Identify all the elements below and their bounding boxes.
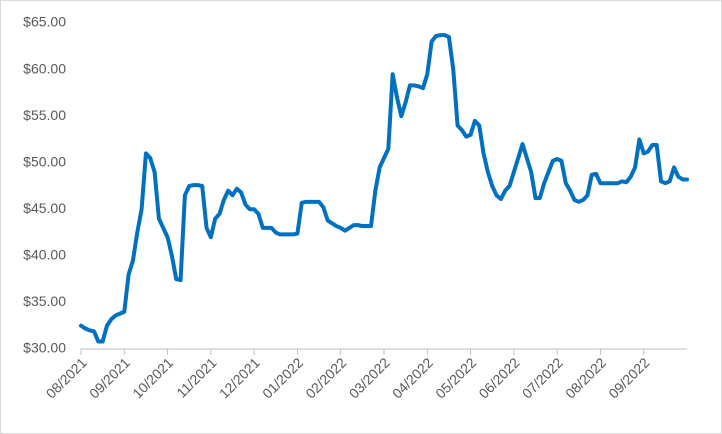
line-series	[79, 33, 689, 344]
y-tick-label: $55.00	[23, 107, 66, 123]
y-tick-label: $30.00	[23, 340, 66, 356]
y-tick-label: $35.00	[23, 293, 66, 309]
y-tick-label: $50.00	[23, 153, 66, 169]
y-tick-label: $65.00	[23, 14, 66, 30]
y-tick-label: $45.00	[23, 200, 66, 216]
y-tick-label: $60.00	[23, 60, 66, 76]
y-tick-label: $40.00	[23, 247, 66, 263]
